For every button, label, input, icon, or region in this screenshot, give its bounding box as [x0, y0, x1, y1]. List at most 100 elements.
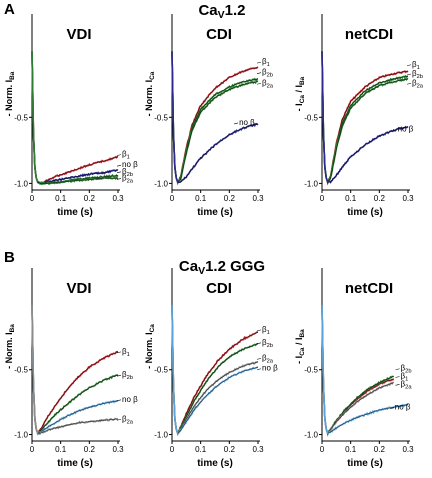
label-leader: [116, 154, 122, 156]
series-fit: [177, 361, 259, 434]
x-tick-label: 0.2: [374, 445, 386, 454]
chart-title: VDI: [66, 26, 91, 43]
chart-B-VDI: VDI 0 0.1 0.2 0.3 -0.5 -1.0 time (s) - Norm. IBa…: [4, 268, 138, 469]
x-tick-label: 0.1: [195, 445, 207, 454]
y-axis-label: - ICa​ / IBa​: [294, 329, 306, 364]
x-tick-label: 0.1: [195, 194, 207, 203]
series-line: [321, 304, 395, 437]
series-fit: [327, 378, 394, 434]
y-tick-label: -0.5: [154, 366, 168, 375]
x-tick-label: 0.1: [345, 194, 357, 203]
series-line: [321, 304, 395, 436]
chart-B-netCDI: netCDI 0 0.1 0.2 0.3 -0.5 -1.0 time (s) - ICa​ /…: [294, 268, 414, 469]
label-leader: [116, 171, 122, 174]
series-label: β2a​: [262, 353, 274, 364]
series-label: β2b​: [262, 338, 273, 349]
series-label: β1​: [262, 325, 270, 336]
label-leader: [116, 178, 122, 180]
y-axis-label: - Norm. ICa​: [144, 71, 156, 116]
series-label: β2a​: [412, 78, 424, 89]
series-fit: [37, 418, 119, 434]
label-leader: [389, 407, 394, 409]
series-label: β2a​: [122, 173, 134, 184]
series-line: [31, 51, 119, 186]
series-line: [31, 51, 119, 185]
series-line: [321, 51, 409, 185]
label-leader: [256, 329, 262, 332]
label-leader: [395, 376, 400, 378]
series-label: β2a​: [262, 78, 274, 89]
y-tick-label: -1.0: [154, 179, 168, 188]
row-title-b: CaV1.2 GGG: [179, 258, 265, 277]
x-tick-label: 0.2: [84, 445, 96, 454]
series-line: [31, 51, 119, 185]
series-label: β1​: [412, 60, 420, 71]
series-fit: [37, 177, 118, 184]
label-leader: [116, 351, 122, 354]
series-label: no β: [262, 364, 278, 373]
label-leader: [406, 64, 412, 67]
y-tick-label: -1.0: [304, 431, 318, 440]
y-tick-label: -1.0: [14, 431, 28, 440]
x-tick-label: 0.3: [402, 194, 414, 203]
series-label: β1​: [401, 372, 409, 383]
x-axis-label: time (s): [347, 207, 383, 218]
y-tick-label: -0.5: [14, 113, 28, 122]
series-fit: [37, 374, 119, 434]
series-fit: [37, 351, 119, 434]
x-tick-label: 0: [30, 194, 35, 203]
series-label: β2b​: [401, 364, 412, 375]
series-label: β2b​: [262, 68, 273, 79]
series-label: β2b​: [122, 167, 133, 178]
chart-B-CDI: CDI 0 0.1 0.2 0.3 -0.5 -1.0 time (s) - Norm. ICa…: [144, 268, 278, 469]
x-tick-label: 0: [320, 194, 325, 203]
series-line: [171, 304, 259, 437]
chart-title: CDI: [206, 280, 232, 297]
label-leader: [256, 358, 262, 360]
series-fit: [327, 375, 394, 434]
series-line: [31, 304, 119, 436]
x-tick-label: 0.2: [224, 445, 236, 454]
series-label: no β: [239, 118, 255, 127]
x-tick-label: 0.1: [55, 445, 67, 454]
x-tick-label: 0.3: [252, 194, 264, 203]
label-leader: [395, 383, 400, 386]
y-tick-label: -0.5: [304, 113, 318, 122]
x-tick-label: 0: [170, 194, 175, 203]
label-leader: [395, 368, 400, 371]
panel-label-b: B: [4, 249, 15, 266]
x-tick-label: 0: [30, 445, 35, 454]
x-tick-label: 0.3: [252, 445, 264, 454]
series-fit: [177, 366, 259, 434]
series-label: β2a​: [401, 379, 413, 390]
y-axis-label: - Norm. ICa​: [144, 324, 156, 369]
chart-A-netCDI: netCDI 0 0.1 0.2 0.3 -0.5 -1.0 time (s) - ICa​ /…: [294, 14, 424, 218]
x-tick-label: 0.3: [112, 194, 124, 203]
series-line: [321, 304, 394, 434]
y-tick-label: -1.0: [304, 179, 318, 188]
x-tick-label: 0.2: [84, 194, 96, 203]
y-axis-label: - Norm. IBa​: [4, 71, 16, 116]
y-tick-label: -0.5: [154, 113, 168, 122]
series-fit: [177, 343, 259, 434]
series-label: no β: [122, 160, 138, 169]
x-axis-label: time (s): [347, 458, 383, 469]
y-tick-label: -0.5: [304, 366, 318, 375]
series-label: β1​: [262, 57, 270, 68]
x-tick-label: 0.1: [345, 445, 357, 454]
series-label: β2b​: [122, 370, 133, 381]
y-axis-label: - Norm. IBa​: [4, 324, 16, 369]
series-fit: [37, 400, 119, 434]
label-leader: [406, 73, 412, 76]
label-leader: [392, 129, 397, 131]
x-axis-label: time (s): [197, 207, 233, 218]
y-tick-label: -1.0: [14, 179, 28, 188]
series-label: β2b​: [412, 69, 423, 80]
series-fit: [177, 123, 259, 183]
series-fit: [327, 404, 409, 434]
x-tick-label: 0: [170, 445, 175, 454]
label-leader: [256, 82, 262, 85]
series-fit: [327, 382, 394, 434]
chart-title: CDI: [206, 26, 232, 43]
